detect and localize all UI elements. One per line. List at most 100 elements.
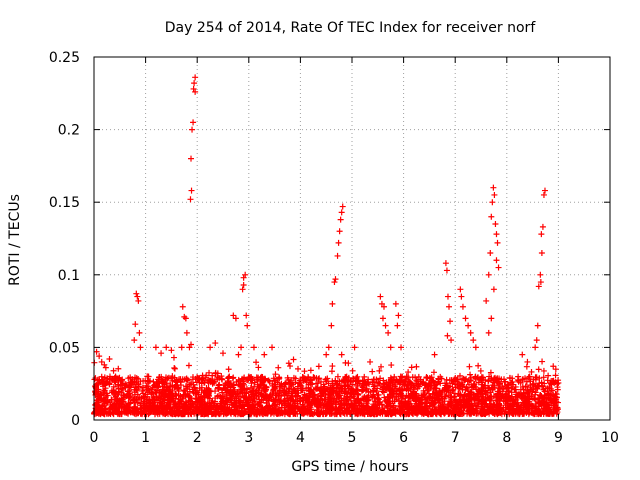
data-point bbox=[102, 394, 109, 401]
data-point bbox=[483, 297, 490, 304]
data-point bbox=[223, 409, 230, 416]
data-point bbox=[461, 393, 468, 400]
data-point bbox=[315, 363, 322, 370]
data-point bbox=[203, 385, 210, 392]
data-point bbox=[542, 401, 549, 408]
data-point bbox=[219, 405, 225, 412]
data-point bbox=[122, 407, 129, 414]
data-point bbox=[256, 384, 263, 391]
data-point bbox=[236, 382, 243, 389]
data-point bbox=[415, 373, 422, 380]
data-point bbox=[456, 405, 463, 412]
gridlines bbox=[94, 57, 610, 420]
data-point bbox=[459, 303, 466, 310]
data-point bbox=[427, 392, 434, 399]
data-point bbox=[473, 386, 480, 393]
data-point bbox=[491, 411, 498, 418]
y-tick-label: 0 bbox=[71, 413, 80, 429]
data-point bbox=[446, 303, 453, 310]
data-point bbox=[250, 344, 257, 351]
data-point bbox=[461, 399, 468, 406]
data-point bbox=[336, 398, 343, 405]
x-tick-label: 5 bbox=[348, 430, 357, 446]
data-point bbox=[276, 374, 283, 381]
data-point bbox=[243, 399, 250, 406]
data-point bbox=[215, 385, 222, 392]
data-point bbox=[101, 361, 108, 368]
data-point bbox=[137, 402, 144, 409]
data-point bbox=[129, 379, 136, 386]
data-point bbox=[247, 397, 254, 404]
data-point bbox=[539, 358, 546, 365]
data-point bbox=[275, 410, 282, 417]
data-point bbox=[488, 315, 495, 322]
data-point bbox=[282, 408, 289, 415]
data-point bbox=[336, 228, 343, 235]
data-point bbox=[120, 386, 127, 393]
data-point bbox=[171, 364, 178, 371]
data-point bbox=[507, 403, 514, 410]
data-point bbox=[448, 387, 455, 394]
data-point bbox=[512, 396, 519, 403]
data-point bbox=[433, 389, 440, 396]
x-tick-label: 4 bbox=[296, 430, 305, 446]
data-point bbox=[218, 373, 225, 380]
data-point bbox=[205, 411, 212, 418]
data-point bbox=[295, 365, 302, 372]
data-point bbox=[196, 379, 203, 386]
data-point bbox=[538, 250, 545, 257]
data-point bbox=[307, 391, 314, 398]
data-point bbox=[526, 373, 533, 380]
data-point bbox=[353, 409, 360, 416]
data-point bbox=[215, 392, 222, 399]
data-point bbox=[111, 404, 118, 411]
data-point bbox=[328, 394, 335, 401]
data-point bbox=[496, 401, 503, 408]
data-point bbox=[550, 377, 557, 384]
data-point bbox=[232, 315, 239, 322]
data-point bbox=[188, 155, 195, 162]
data-point bbox=[523, 395, 530, 402]
data-point bbox=[133, 290, 140, 297]
data-point bbox=[206, 402, 213, 409]
data-point bbox=[257, 381, 264, 388]
data-point bbox=[288, 390, 295, 397]
data-point bbox=[417, 397, 424, 404]
data-point bbox=[524, 358, 531, 365]
data-point bbox=[373, 376, 380, 383]
data-point bbox=[370, 409, 377, 416]
data-point bbox=[338, 351, 345, 358]
data-point bbox=[552, 390, 559, 397]
data-point bbox=[322, 376, 329, 383]
data-point bbox=[189, 126, 196, 133]
data-point bbox=[131, 337, 138, 344]
data-point bbox=[276, 387, 283, 394]
data-point bbox=[327, 385, 334, 392]
data-point bbox=[390, 402, 397, 409]
data-point bbox=[380, 303, 387, 310]
data-point bbox=[336, 405, 343, 412]
x-tick-label: 0 bbox=[90, 430, 99, 446]
data-point bbox=[379, 315, 386, 322]
data-point bbox=[124, 402, 131, 409]
data-point bbox=[376, 367, 383, 374]
data-point bbox=[538, 231, 545, 238]
data-point bbox=[442, 260, 449, 267]
data-point bbox=[534, 405, 541, 412]
data-point bbox=[147, 399, 154, 406]
data-point bbox=[396, 402, 403, 409]
data-point bbox=[391, 383, 398, 390]
data-point bbox=[225, 380, 232, 387]
data-point bbox=[344, 396, 351, 403]
data-point bbox=[199, 395, 206, 402]
x-tick-label: 7 bbox=[451, 430, 460, 446]
data-point bbox=[245, 394, 252, 401]
data-point bbox=[101, 400, 108, 407]
data-point bbox=[297, 387, 304, 394]
data-point bbox=[201, 379, 208, 386]
data-point bbox=[388, 362, 395, 369]
data-point bbox=[165, 404, 172, 411]
data-point bbox=[119, 401, 126, 408]
data-point bbox=[206, 393, 213, 400]
data-point bbox=[139, 384, 146, 391]
